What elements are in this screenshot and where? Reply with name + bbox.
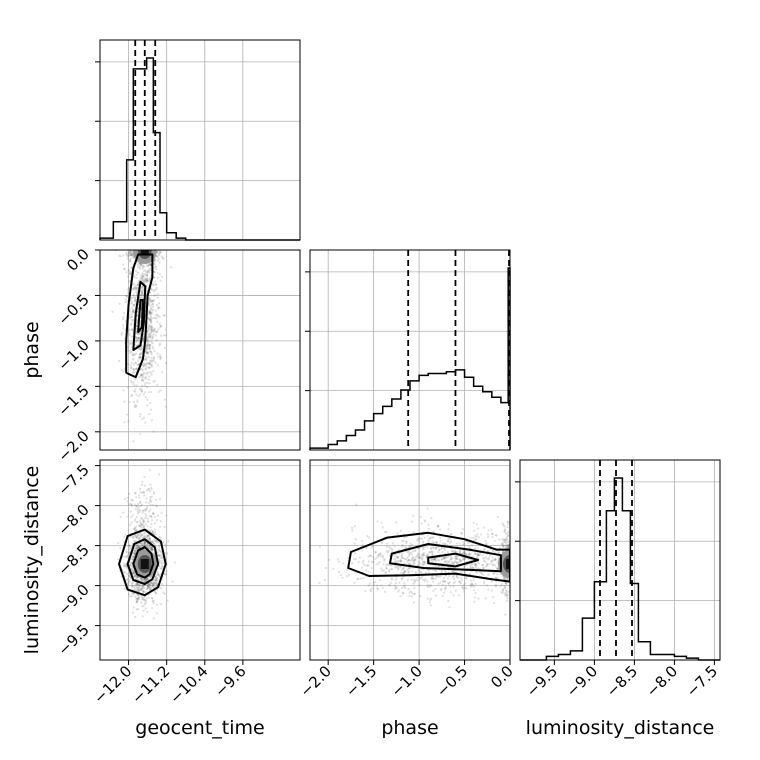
contour-level-1 xyxy=(126,538,160,585)
joint-content xyxy=(116,468,177,620)
histogram-luminosity_distance xyxy=(520,477,720,661)
hist-panel-luminosity_distance-bg xyxy=(520,460,720,660)
y-tick-label-phase-3: −0.5 xyxy=(54,291,92,329)
hist-panel-geocent_time-bg xyxy=(100,40,300,240)
contour-level-0 xyxy=(347,531,510,583)
x-tick-label-phase-2: −1.0 xyxy=(387,662,425,700)
x-tick-label-luminosity_distance-1: −9.0 xyxy=(563,662,601,700)
density-peak xyxy=(140,559,149,569)
y-tick-label-phase-1: −1.5 xyxy=(54,381,92,419)
joint-panel-geocent_time-luminosity_distance xyxy=(99,459,301,661)
y-axis-title-luminosity_distance: luminosity_distance xyxy=(21,466,43,655)
joint-frame xyxy=(309,459,511,661)
hist-frame-geocent_time xyxy=(99,39,301,241)
x-tick-label-luminosity_distance-4: −7.5 xyxy=(683,662,721,700)
x-axis-title-luminosity_distance: luminosity_distance xyxy=(526,717,715,739)
y-tick-label-luminosity_distance-4: −7.5 xyxy=(54,461,92,499)
joint-content xyxy=(111,250,173,443)
x-tick-label-luminosity_distance-3: −8.0 xyxy=(643,662,681,700)
x-tick-label-geocent_time-2: −10.4 xyxy=(166,662,211,707)
contour-level-2 xyxy=(132,546,155,579)
y-tick-label-phase-0: −2.0 xyxy=(54,427,92,465)
x-tick-label-luminosity_distance-2: −8.5 xyxy=(603,662,641,700)
x-axis-title-geocent_time: geocent_time xyxy=(135,717,264,739)
x-axis-title-phase: phase xyxy=(381,717,438,739)
contour-level-2 xyxy=(137,299,144,333)
hist-panel-geocent_time xyxy=(95,39,301,241)
x-tick-label-geocent_time-3: −9.6 xyxy=(211,662,249,700)
x-tick-label-geocent_time-1: −11.2 xyxy=(128,662,173,707)
density-peak xyxy=(140,250,149,255)
contour-level-1 xyxy=(132,280,147,351)
hist-panel-phase-bg xyxy=(310,250,510,450)
x-tick-label-phase-4: 0.0 xyxy=(487,662,517,692)
hist-panel-luminosity_distance xyxy=(515,459,721,661)
contour-level-1 xyxy=(389,543,502,573)
y-axis-title-phase: phase xyxy=(21,321,43,378)
y-tick-label-phase-4: 0.0 xyxy=(63,245,93,275)
contour-level-2 xyxy=(427,552,480,568)
x-tick-label-luminosity_distance-0: −9.5 xyxy=(523,662,561,700)
hist-panel-phase xyxy=(305,249,511,451)
contour-level-0 xyxy=(118,528,167,597)
y-tick-label-luminosity_distance-0: −9.5 xyxy=(54,621,92,659)
contour-level-0 xyxy=(125,253,154,379)
joint-panel-phase-luminosity_distance xyxy=(309,459,511,661)
hist-frame-luminosity_distance xyxy=(519,459,721,661)
histogram-phase xyxy=(309,267,511,450)
hist-frame-phase xyxy=(309,249,511,451)
y-tick-label-luminosity_distance-1: −9.0 xyxy=(54,581,92,619)
y-tick-label-luminosity_distance-3: −8.0 xyxy=(54,501,92,539)
y-tick-label-luminosity_distance-2: −8.5 xyxy=(54,541,92,579)
density-peak xyxy=(506,559,510,569)
joint-panel-geocent_time-phase xyxy=(99,249,301,451)
x-tick-label-geocent_time-0: −12.0 xyxy=(90,662,135,707)
joint-frame xyxy=(99,459,301,661)
joint-frame xyxy=(99,249,301,451)
joint-content xyxy=(318,503,510,616)
y-tick-label-phase-2: −1.0 xyxy=(54,336,92,374)
histogram-geocent_time xyxy=(99,57,300,241)
x-tick-label-phase-3: −0.5 xyxy=(433,662,471,700)
x-tick-label-phase-1: −1.5 xyxy=(342,662,380,700)
x-tick-label-phase-0: −2.0 xyxy=(297,662,335,700)
